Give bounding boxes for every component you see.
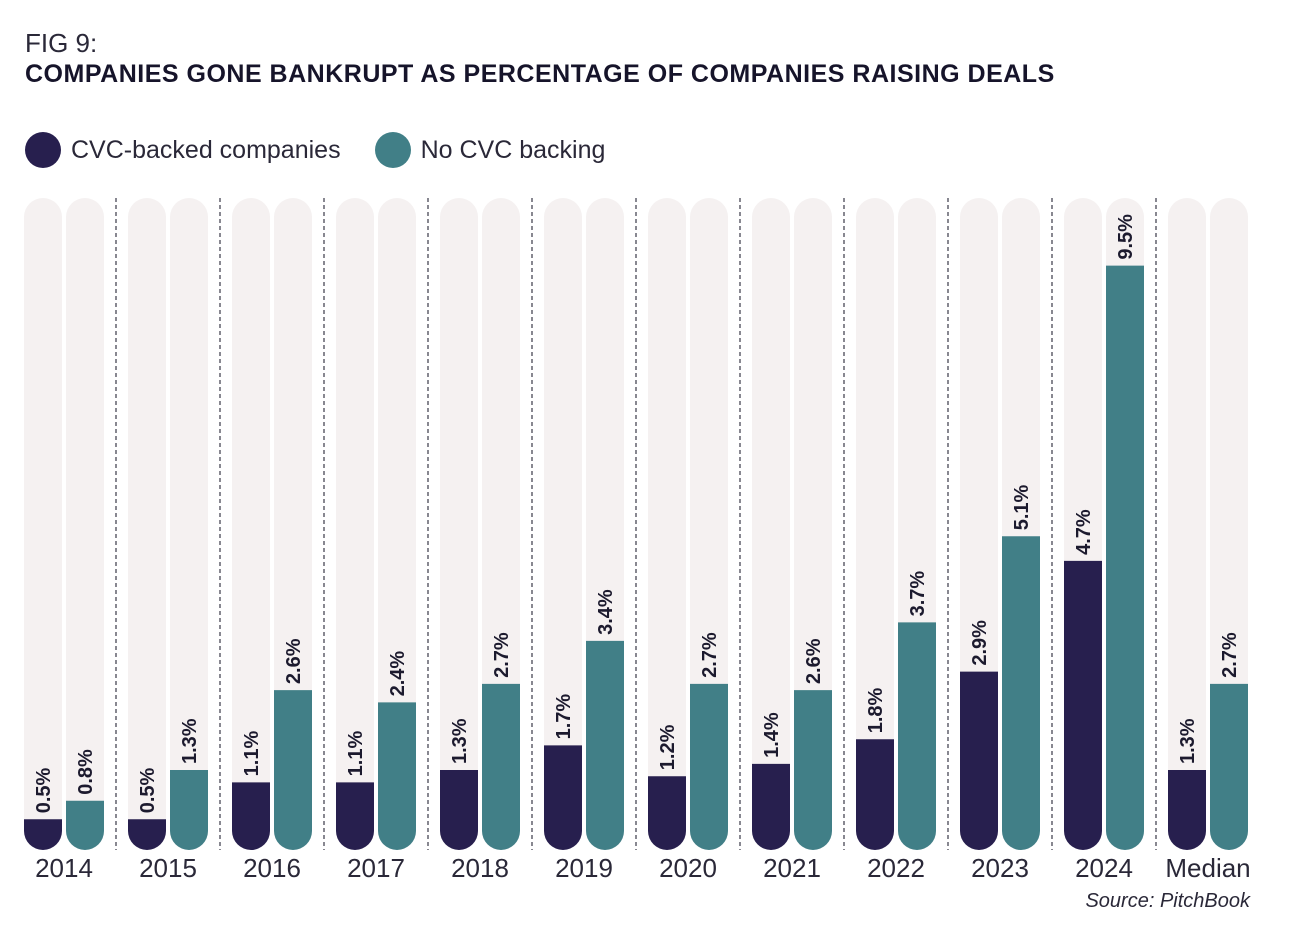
bar-group-2016: 1.1% 2.6% 2016 [232,198,312,883]
data-label: 0.5% [137,767,159,813]
bar-track [128,198,166,850]
data-label: 2.7% [1219,632,1241,678]
bar-cvc-2020 [648,776,686,850]
x-tick-label: 2015 [139,853,197,883]
bar-group-2023: 2.9% 5.1% 2023 [960,198,1040,883]
x-tick-label: 2018 [451,853,509,883]
bar-track [794,198,832,850]
bar-no-cvc-2018 [482,683,520,850]
bar-cvc-2021 [752,763,790,850]
source-note: Source: PitchBook [1085,890,1250,912]
bar-group-2022: 1.8% 3.7% 2022 [856,198,936,883]
data-label: 0.5% [33,767,55,813]
bar-cvc-2016 [232,782,270,850]
legend-item-cvc: CVC-backed companies [25,132,341,168]
bar-cvc-2019 [544,745,582,850]
data-label: 2.9% [969,620,991,666]
bar-track [648,198,686,850]
legend-swatch-no-cvc [374,132,411,168]
legend: CVC-backed companies No CVC backing [25,130,639,170]
bar-no-cvc-2022 [898,622,936,850]
bar-no-cvc-2024 [1106,265,1144,850]
x-tick-label: 2021 [763,853,821,883]
data-label: 2.6% [283,638,305,684]
data-label: 4.7% [1073,509,1095,555]
bar-no-cvc-2020 [690,683,728,850]
bar-group-2015: 0.5% 1.3% 2015 [128,198,208,883]
bar-track [274,198,312,850]
bar-group-median: 1.3% 2.7% Median [1165,198,1251,883]
bar-cvc-2017 [336,782,374,850]
x-tick-label: 2017 [347,853,405,883]
data-label: 1.3% [449,718,471,764]
bar-cvc-2015 [128,819,166,850]
bar-track [1168,198,1206,850]
bar-cvc-2018 [440,770,478,850]
bar-no-cvc-2021 [794,690,832,850]
legend-label-no-cvc: No CVC backing [420,135,606,164]
data-label: 2.6% [803,638,825,684]
bar-no-cvc-2014 [66,800,104,850]
bar-cvc-2014 [24,819,62,850]
bar-no-cvc-2023 [1002,536,1040,850]
bar-track [232,198,270,850]
data-label: 1.2% [657,724,679,770]
bar-group-2017: 1.1% 2.4% 2017 [336,198,416,883]
data-label: 0.8% [75,749,97,795]
x-tick-label: 2024 [1075,853,1133,883]
bar-group-2014: 0.5% 0.8% 2014 [24,198,104,883]
data-label: 1.7% [553,694,575,740]
data-label: 5.1% [1011,484,1033,530]
data-label: 1.3% [179,718,201,764]
bar-no-cvc-2019 [586,640,624,850]
bar-cvc-2023 [960,671,998,850]
bar-cvc-median [1168,770,1206,850]
data-label: 1.4% [761,712,783,758]
bar-group-2021: 1.4% 2.6% 2021 [752,198,832,883]
legend-item-no-cvc: No CVC backing [374,132,606,168]
data-label: 1.1% [241,731,263,777]
x-tick-label: 2014 [35,853,93,883]
bar-cvc-2022 [856,739,894,850]
bar-group-2018: 1.3% 2.7% 2018 [440,198,520,883]
data-label: 2.7% [699,632,721,678]
bar-no-cvc-2017 [378,702,416,850]
bar-track [856,198,894,850]
data-label: 1.3% [1177,718,1199,764]
bar-track [440,198,478,850]
legend-label-cvc: CVC-backed companies [71,135,341,164]
bar-track [66,198,104,850]
bar-no-cvc-2015 [170,770,208,850]
bar-no-cvc-median [1210,683,1248,850]
x-tick-label: 2016 [243,853,301,883]
chart-title: COMPANIES GONE BANKRUPT AS PERCENTAGE OF… [25,60,1055,88]
bar-track [752,198,790,850]
data-label: 9.5% [1115,214,1137,260]
bar-cvc-2024 [1064,560,1102,850]
bar-no-cvc-2016 [274,690,312,850]
x-tick-label: 2019 [555,853,613,883]
data-label: 3.7% [907,571,929,617]
bar-chart: 0.5% 0.8%20140.5%1.3%20151.1%2.6%20161.1%… [24,198,1251,883]
data-label: 3.4% [595,589,617,635]
bar-track [24,198,62,850]
legend-swatch-cvc [25,132,61,168]
data-label: 1.8% [865,687,887,733]
figure-label: FIG 9: [25,28,98,58]
bar-track [544,198,582,850]
x-tick-label: Median [1165,853,1250,883]
data-label: 1.1% [345,731,367,777]
x-tick-label: 2022 [867,853,925,883]
bar-track [378,198,416,850]
bar-track [170,198,208,850]
bar-group-2019: 1.7% 3.4% 2019 [544,198,624,883]
bar-track [336,198,374,850]
x-tick-label: 2023 [971,853,1029,883]
bar-group-2020: 1.2% 2.7% 2020 [648,198,728,883]
data-label: 2.7% [491,632,513,678]
bar-group-2024: 4.7% 9.5% 2024 [1064,198,1144,883]
data-label: 2.4% [387,651,409,697]
x-tick-label: 2020 [659,853,717,883]
